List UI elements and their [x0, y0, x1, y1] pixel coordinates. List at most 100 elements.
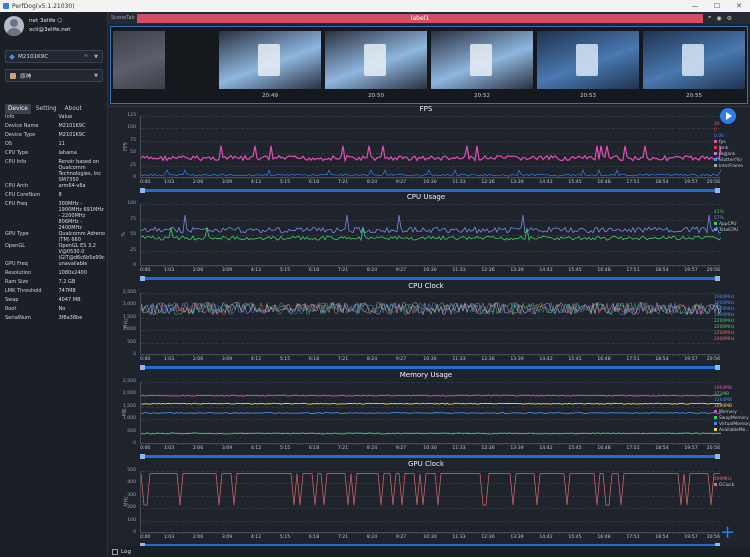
tab-device[interactable]: Device	[5, 104, 31, 114]
slider-handle-left[interactable]	[140, 188, 145, 193]
grid-line	[141, 178, 720, 179]
slider-handle-left[interactable]	[140, 543, 145, 548]
info-value: lahaina	[58, 150, 77, 156]
legend-item[interactable]: SwapMemory	[714, 416, 750, 422]
time-range-slider[interactable]	[140, 454, 720, 459]
y-tick-label: 1,500	[122, 314, 136, 320]
sidebar: net 3elife ⬡ xcii@3elife.net M2101K9C ≋ …	[0, 12, 108, 557]
legend-value: 2200MHz	[714, 331, 735, 336]
slider-handle-right[interactable]	[715, 454, 720, 459]
table-row: GPU Type Qualcomm Adreno (TM) 660	[4, 231, 106, 243]
legend-item[interactable]: Stutter(%)	[714, 158, 743, 164]
screenshot-thumbnail[interactable]	[219, 31, 321, 89]
screenshot-thumbnail[interactable]	[431, 31, 533, 89]
y-tick-label: 25	[130, 247, 136, 253]
slider-handle-right[interactable]	[715, 365, 720, 370]
table-row: OpenGL OpenGL ES 3.2 V@0530.0 (GIT@d6c6b5…	[4, 243, 106, 261]
chart-plot-area[interactable]	[140, 204, 721, 267]
stutter-line	[141, 169, 721, 177]
tab-setting[interactable]: Setting	[35, 106, 57, 112]
slider-handle-right[interactable]	[715, 188, 720, 193]
time-range-slider[interactable]	[140, 276, 720, 281]
avatar[interactable]	[4, 16, 24, 36]
x-tick-label: 13:39	[510, 357, 524, 362]
screenshot-content	[469, 43, 493, 76]
tab-about[interactable]: About	[64, 106, 82, 112]
thumbnail-time: 20:49	[261, 93, 279, 99]
info-value: 300MHz - 1900MHz 691MHz - 2200MHz 806MHz…	[58, 201, 104, 231]
info-key: Device Type	[5, 132, 36, 138]
x-tick-label: 1:03	[163, 357, 175, 362]
slider-handle-left[interactable]	[140, 454, 145, 459]
x-tick-label: 8:24	[366, 446, 378, 451]
gpu-clock-line	[141, 473, 720, 506]
y-tick-label: 75	[130, 137, 136, 143]
screenshot-content	[681, 43, 705, 76]
x-tick-label: 10:30	[423, 446, 437, 451]
time-range-slider[interactable]	[140, 543, 720, 548]
x-tick-label: 19:57	[684, 446, 698, 451]
slider-handle-left[interactable]	[140, 365, 145, 370]
chart-lines	[141, 145, 721, 177]
x-tick-label: 1:03	[163, 535, 175, 540]
x-tick-label: 0:00	[140, 180, 151, 185]
y-tick-label: 25	[130, 162, 136, 168]
screenshot-thumbnail[interactable]	[537, 31, 639, 89]
x-tick-label: 4:12	[250, 268, 262, 273]
screenshot-thumbnail[interactable]	[643, 31, 745, 89]
info-value: No	[58, 306, 66, 313]
device-select[interactable]: M2101K9C ≋ ▼	[5, 50, 103, 63]
slider-handle-right[interactable]	[715, 543, 720, 548]
play-button[interactable]	[720, 108, 736, 124]
x-tick-label: 11:33	[452, 535, 466, 540]
chart-plot-area[interactable]	[140, 471, 720, 534]
x-tick-label: 15:45	[568, 180, 582, 185]
legend-item[interactable]: AppCPU	[714, 222, 738, 228]
x-tick-label: 15:45	[568, 268, 582, 273]
x-tick-label: 20:56	[706, 357, 720, 362]
wifi-icon: ≋	[83, 53, 88, 59]
x-tick-label: 20:56	[706, 446, 720, 451]
legend-item[interactable]: VirtualMemory	[714, 422, 750, 428]
legend-value: 2200MHz	[714, 319, 735, 324]
legend-item[interactable]: fps	[714, 140, 743, 146]
add-icon[interactable]: +	[720, 522, 736, 543]
legend-item[interactable]: Memory	[714, 410, 750, 416]
screenshot-thumbnail[interactable]	[113, 31, 165, 89]
maximize-button[interactable]: ☐	[713, 2, 721, 10]
x-tick-label: 9:27	[395, 357, 407, 362]
grid-line	[141, 533, 720, 534]
scene-label-bar[interactable]: label1	[137, 13, 703, 23]
legend-item[interactable]: GClock	[714, 483, 734, 489]
y-tick-label: 500	[127, 468, 136, 473]
x-tick-label: 1:03	[163, 446, 175, 451]
app-select[interactable]: 原神 ▼	[5, 69, 103, 82]
slider-handle-right[interactable]	[715, 276, 720, 281]
legend-item[interactable]: Jank	[714, 146, 743, 152]
slider-handle-left[interactable]	[140, 276, 145, 281]
legend-label: GClock	[719, 483, 735, 488]
minimize-button[interactable]: —	[691, 2, 699, 10]
device-info-table: Info Value Device Name M2101K9C Device Typ…	[4, 114, 106, 324]
time-range-slider[interactable]	[140, 365, 720, 370]
close-button[interactable]: ✕	[736, 2, 742, 10]
chart-plot-area[interactable]	[140, 382, 721, 445]
chart-plot-area[interactable]	[140, 116, 721, 179]
y-tick-label: 125	[127, 113, 136, 118]
legend-value: 490MHz	[714, 477, 732, 482]
settings-icon[interactable]: ⚙	[726, 14, 733, 22]
legend-item[interactable]: BigJank	[714, 152, 743, 158]
legend-item[interactable]: InterFrame	[714, 164, 743, 170]
y-axis-label: MHz	[124, 496, 130, 507]
record-icon[interactable]: ◉	[716, 14, 722, 22]
legend-item[interactable]: TotalCPU	[714, 228, 738, 234]
x-tick-label: 13:39	[510, 180, 524, 185]
legend-item[interactable]: AvailableMe...	[714, 428, 750, 434]
location-icon[interactable]: ⌖	[708, 14, 712, 21]
log-checkbox[interactable]	[112, 548, 118, 555]
chart-plot-area[interactable]	[140, 293, 721, 356]
screenshot-thumbnail[interactable]	[325, 31, 427, 89]
x-tick-label: 18:54	[655, 535, 669, 540]
time-range-slider[interactable]	[140, 188, 720, 193]
